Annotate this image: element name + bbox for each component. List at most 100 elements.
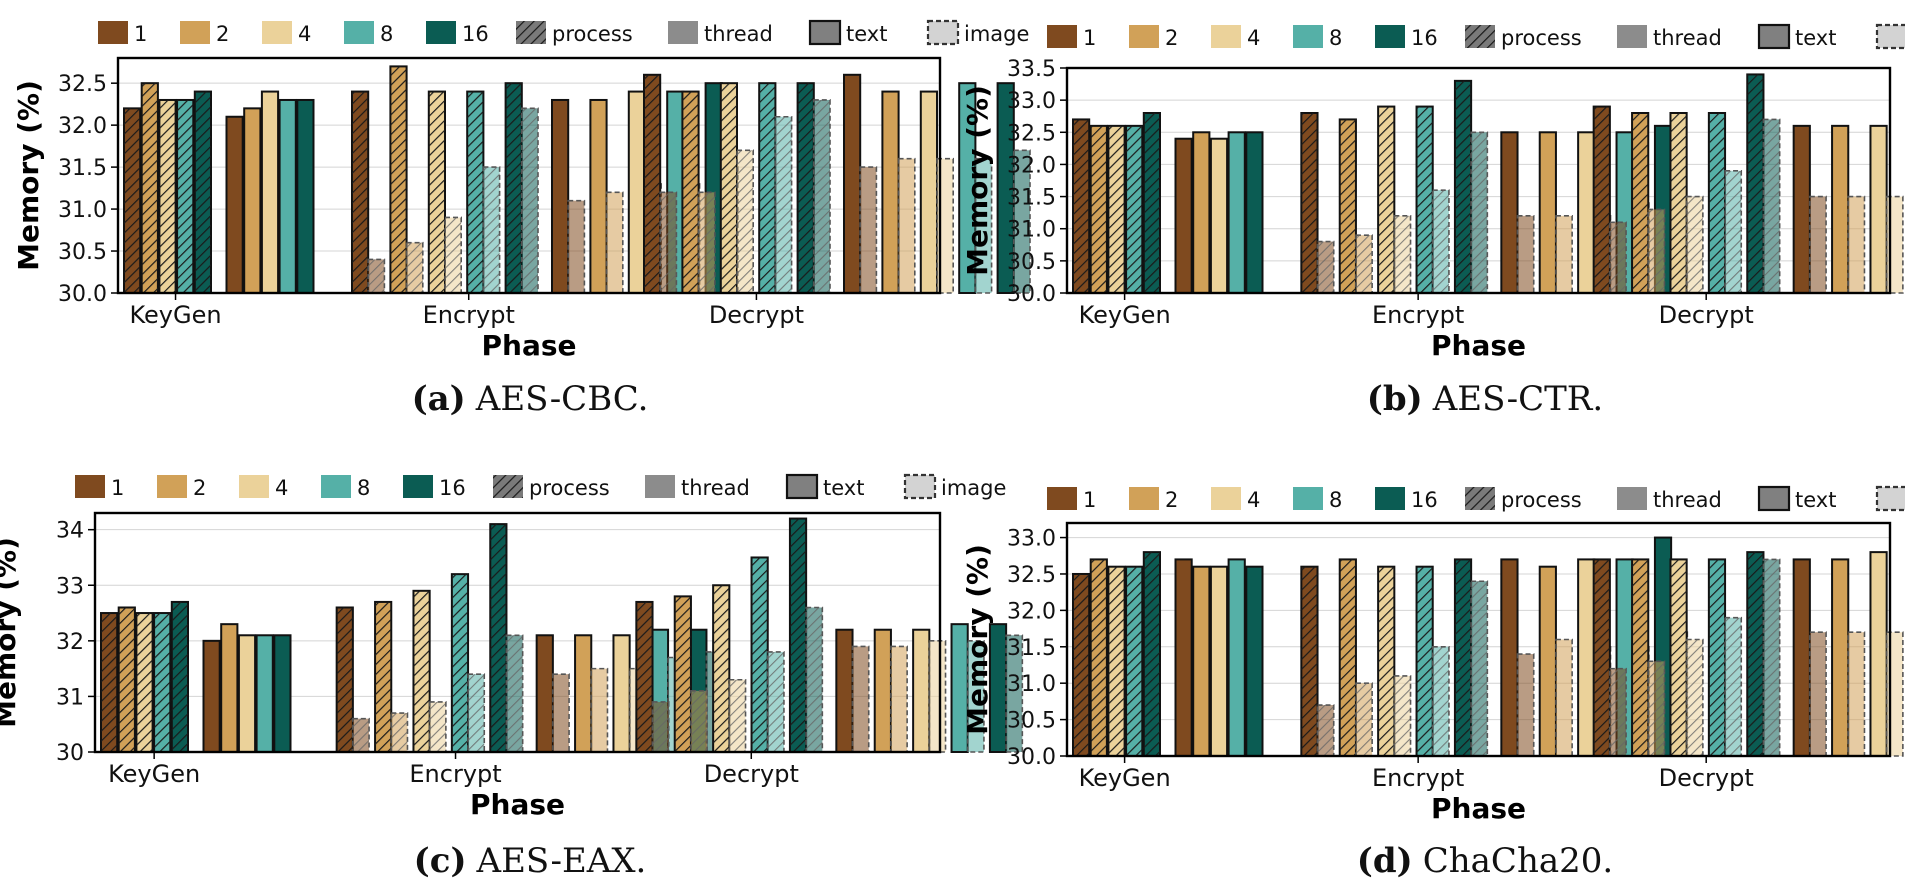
bar-encrypt-process-image-n1-hatch [1317, 241, 1334, 293]
bars-d [1072, 536, 1904, 757]
bar-encrypt-thread-text-n4 [627, 90, 646, 294]
bar-encrypt-process-text-n2 [1338, 558, 1357, 757]
legend-label-n4: 4 [1247, 26, 1260, 50]
bar-encrypt-process-image-n16-hatch [1471, 581, 1488, 756]
bar-encrypt-thread-image-n2-fill [1555, 215, 1573, 294]
bar-decrypt-thread-image-n1 [859, 166, 878, 294]
legend-swatch-text [1757, 485, 1791, 512]
bar-decrypt-thread-image-n1-fill [1809, 631, 1827, 757]
legend-swatch-text [1757, 23, 1791, 50]
legend-label-n16: 16 [439, 476, 466, 500]
legend-label-image: image [964, 22, 1029, 46]
legend-swatch-n16 [403, 475, 433, 498]
bar-decrypt-thread-text-n4 [912, 628, 931, 754]
legend-label-n1: 1 [1083, 488, 1096, 512]
bar-decrypt-thread-text-n4-fill [1869, 551, 1888, 757]
legend-label-thread: thread [1653, 488, 1722, 512]
bar-encrypt-thread-text-n4-fill [1577, 131, 1596, 294]
bar-keygen-thread-n1 [1174, 558, 1193, 757]
bar-encrypt-process-image-n1-hatch [352, 718, 370, 752]
bar-keygen-thread-n8 [1227, 558, 1246, 757]
bar-encrypt-thread-text-n1 [551, 98, 570, 295]
bar-encrypt-process-image-n16 [1470, 131, 1489, 294]
legend-item-image: image [926, 19, 1029, 46]
legend-item-n8: 8 [344, 21, 393, 46]
legend-label-n1: 1 [134, 22, 147, 46]
legend-swatch-n8 [344, 21, 374, 44]
legend-item-n1: 1 [75, 475, 124, 500]
y-tick-label: 32.5 [1007, 121, 1056, 146]
y-tick-label: 30.0 [1007, 745, 1056, 770]
bar-encrypt-process-text-n2 [389, 65, 408, 295]
y-tick-label: 32.0 [1007, 153, 1056, 178]
x-axis-a: KeyGen Encrypt Decrypt [129, 293, 804, 329]
legend-label-n4: 4 [275, 476, 288, 500]
bars-b [1072, 73, 1904, 294]
bar-keygen-process-n16 [1142, 112, 1162, 294]
bar-decrypt-thread-image-n16 [1012, 149, 1031, 294]
legend-swatch-n2 [1129, 487, 1159, 510]
bar-encrypt-process-image-n2 [1355, 682, 1373, 757]
bar-encrypt-process-image-n2-hatch [1355, 683, 1373, 756]
bar-encrypt-process-text-n2-hatch [1339, 119, 1356, 293]
bar-decrypt-thread-image-n4 [928, 640, 947, 753]
legend-item-n1: 1 [1047, 487, 1096, 512]
bar-keygen-thread-n1 [225, 115, 244, 294]
bar-decrypt-process-text-n8 [1707, 112, 1727, 294]
x-tick-label-keygen: KeyGen [1079, 301, 1171, 329]
bar-decrypt-process-text-n2-hatch [682, 91, 699, 293]
bar-keygen-thread-n16 [1245, 565, 1264, 757]
legend-label-n1: 1 [1083, 26, 1096, 50]
legend-label-n4: 4 [298, 22, 311, 46]
bar-decrypt-process-image-n1 [651, 701, 670, 753]
x-tick-label-keygen: KeyGen [108, 760, 200, 788]
bar-keygen-thread-n16-fill [1245, 565, 1264, 757]
bar-keygen-process-n2-hatch [141, 83, 158, 293]
legend-label-n4: 4 [1247, 488, 1260, 512]
bar-decrypt-process-image-n2-hatch [690, 690, 708, 752]
bar-decrypt-process-text-n1 [643, 73, 662, 294]
legend-item-process: process [516, 21, 633, 46]
x-tick-label-encrypt: Encrypt [1372, 301, 1464, 329]
bar-decrypt-process-text-n16 [796, 82, 815, 294]
bar-encrypt-process-text-n4 [1377, 105, 1396, 294]
legend-label-n2: 2 [193, 476, 206, 500]
legend-swatch-n1 [1047, 487, 1077, 510]
y-axis-title: Memory (%) [0, 537, 22, 728]
bar-decrypt-process-text-n2-hatch [1632, 559, 1649, 756]
bar-decrypt-process-image-n2-hatch [698, 192, 715, 293]
y-tick-label: 31.5 [58, 156, 107, 181]
bar-decrypt-process-image-n16 [805, 606, 824, 753]
y-tick-label: 30.5 [1007, 250, 1056, 275]
bar-keygen-process-n2 [140, 82, 159, 294]
x-axis-c: KeyGen Encrypt Decrypt [108, 752, 799, 788]
legend-swatch-n16 [1375, 487, 1405, 510]
bar-decrypt-thread-image-n2-fill [1847, 195, 1866, 294]
y-tick-label: 33.0 [1007, 527, 1056, 552]
bar-encrypt-process-image-n8 [482, 166, 501, 294]
bar-encrypt-thread-image-n1-fill [1516, 215, 1535, 294]
bar-keygen-process-n1-hatch [101, 613, 118, 752]
legend-label-n1: 1 [111, 476, 124, 500]
bar-encrypt-process-image-n4 [428, 701, 447, 753]
legend-label-n8: 8 [1329, 26, 1342, 50]
bar-keygen-thread-n4 [1209, 565, 1229, 757]
bar-keygen-thread-n16-fill [296, 98, 315, 295]
bar-encrypt-process-image-n8-hatch [468, 674, 485, 752]
bar-encrypt-thread-text-n2-fill [1538, 565, 1557, 757]
legend-label-n16: 16 [462, 22, 489, 46]
bar-decrypt-process-image-n4 [1685, 638, 1704, 757]
bar-decrypt-process-text-n16 [1746, 551, 1765, 757]
legend-swatch-image [1875, 485, 1905, 512]
bar-decrypt-process-image-n16-hatch [806, 607, 823, 752]
bar-encrypt-process-text-n2-hatch [390, 66, 407, 294]
legend-swatch-n4 [239, 475, 269, 498]
bar-keygen-thread-n8-fill [1227, 558, 1246, 757]
bar-encrypt-thread-image-n1-fill [567, 199, 586, 294]
y-tick-label: 32 [56, 630, 84, 655]
bar-decrypt-process-text-n1-hatch [644, 74, 661, 294]
bar-decrypt-process-text-n1 [1592, 558, 1611, 757]
bar-decrypt-thread-image-n2-fill [1847, 631, 1866, 757]
bar-encrypt-process-text-n1-hatch [336, 607, 353, 752]
bar-keygen-process-n16 [1142, 551, 1162, 757]
